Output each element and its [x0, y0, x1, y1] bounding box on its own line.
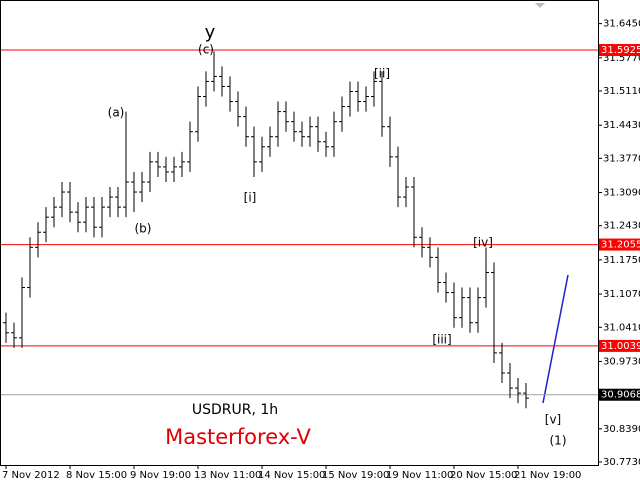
x-tick-label: 14 Nov 15:00 [258, 470, 325, 480]
x-tick-label: 20 Nov 15:00 [450, 470, 517, 480]
x-tick-label: 19 Nov 11:00 [386, 470, 453, 480]
wave-label: [iv] [473, 236, 493, 250]
y-tick-label: 31.5110 [603, 86, 640, 97]
y-tick-label: 31.3770 [603, 153, 640, 164]
brand-label: Masterforex-V [165, 425, 311, 449]
wave-label: (a) [108, 106, 125, 120]
wave-label: (b) [135, 222, 152, 236]
scroll-marker [535, 3, 545, 8]
x-tick-label: 13 Nov 11:00 [194, 470, 261, 480]
x-tick-label: 9 Nov 19:00 [130, 470, 191, 480]
symbol-label: USDRUR, 1h [192, 402, 278, 418]
wave-label: [ii] [374, 67, 390, 81]
y-tick-label: 31.4430 [603, 120, 640, 131]
level-tag [599, 44, 640, 57]
forecast-line [542, 274, 569, 404]
level-tag [599, 238, 640, 251]
x-tick-label: 7 Nov 2012 [2, 470, 60, 480]
last-price-tag [599, 388, 640, 401]
level-tag [599, 339, 640, 352]
y-tick-label: 30.8390 [603, 424, 640, 435]
y-tick-label: 30.7730 [603, 457, 640, 468]
last-price-label: 30.9068 [601, 390, 640, 401]
y-tick-label: 31.5770 [603, 53, 640, 64]
y-tick-label: 31.0410 [603, 322, 640, 333]
level-label: 31.5925 [601, 45, 640, 56]
y-tick-label: 31.2430 [603, 221, 640, 232]
x-tick-label: 15 Nov 19:00 [322, 470, 389, 480]
plot-frame [0, 0, 599, 466]
level-label: 31.2055 [601, 240, 640, 251]
wave-label: (1) [550, 434, 567, 448]
y-tick-label: 31.3090 [603, 188, 640, 199]
y-tick-label: 31.6450 [603, 19, 640, 30]
wave-label: [i] [244, 191, 257, 205]
wave-label: (c) [198, 43, 214, 57]
level-label: 31.0039 [601, 341, 640, 352]
wave-label: y [205, 22, 216, 43]
x-tick-label: 21 Nov 19:00 [514, 470, 581, 480]
y-tick-label: 30.9730 [603, 356, 640, 367]
wave-label: [v] [545, 413, 561, 427]
y-tick-label: 31.1750 [603, 255, 640, 266]
x-tick-label: 8 Nov 15:00 [66, 470, 127, 480]
wave-label: [iii] [432, 333, 451, 347]
y-tick-label: 31.1070 [603, 289, 640, 300]
